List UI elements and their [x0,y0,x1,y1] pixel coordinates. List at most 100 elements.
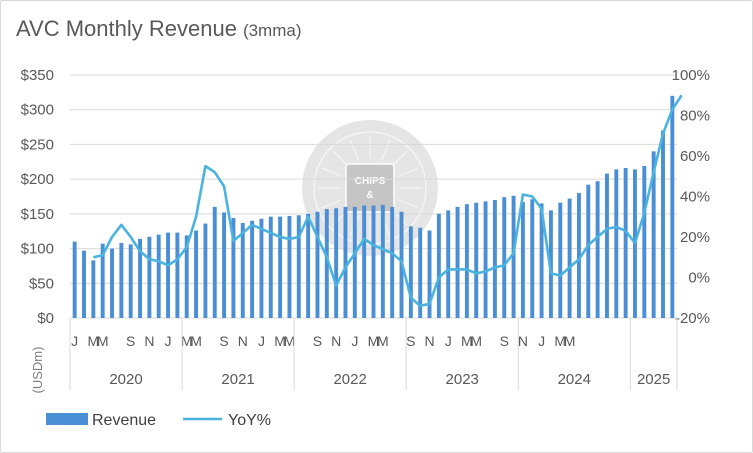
y2-tick-label: 60% [680,148,710,165]
y2-tick-label: 20% [680,229,710,246]
month-tick-label: M [470,333,482,349]
month-tick-label: M [190,333,202,349]
month-tick-label: M [97,333,109,349]
revenue-bar [212,206,217,318]
revenue-bar [287,215,292,318]
month-tick-label: J [538,333,545,349]
month-tick-label: S [500,333,509,349]
revenue-bar [147,236,152,318]
revenue-bar [82,250,86,318]
revenue-bar [586,184,591,318]
revenue-bar [222,212,227,318]
month-tick-label: N [518,333,528,349]
revenue-bar [138,238,142,318]
year-label: 2023 [446,371,479,388]
revenue-bar [651,151,656,318]
revenue-bar [511,195,516,318]
y-tick-label: $50 [29,275,54,292]
y-tick-label: $150 [21,206,54,223]
revenue-bar [464,204,469,318]
y-tick-label: $0 [37,310,54,327]
y-tick-label: $100 [21,241,54,258]
watermark-text-2: & [366,190,373,201]
month-tick-label: S [406,333,415,349]
axes: $0 $50 $100 $150 $200 $250 $300 $350 -20% 0% 20% 40… [21,67,710,393]
revenue-bar [371,205,376,318]
revenue-bar [324,209,329,318]
revenue-bar [492,199,497,318]
revenue-bar [661,130,665,318]
revenue-bar [184,235,189,318]
y2-tick-label: 0% [688,270,710,287]
month-tick-label: J [445,333,452,349]
revenue-bar [455,206,460,318]
month-tick-label: J [71,333,78,349]
revenue-bar [520,202,525,318]
revenue-bar [502,197,507,318]
revenue-bar [362,205,367,318]
revenue-bar [548,210,553,318]
month-tick-label: M [554,333,566,349]
chart-subtitle: (3mma) [242,21,302,40]
revenue-bar [166,232,171,318]
y-tick-label: $250 [21,136,54,153]
revenue-bar [380,204,385,318]
month-tick-label: M [368,333,380,349]
year-label: 2025 [637,371,670,388]
chart-title: AVC Monthly Revenue (3mma) [16,16,302,42]
y2-tick-label: 80% [680,108,710,125]
revenue-bar [642,165,647,318]
revenue-bar [408,226,413,318]
revenue-bar [446,210,451,318]
year-label: 2020 [109,371,142,388]
month-tick-label: N [331,333,341,349]
revenue-bar [567,198,572,318]
year-label: 2022 [333,371,366,388]
revenue-bar [315,211,320,318]
revenue-bar [231,218,236,318]
month-tick-label: J [165,333,172,349]
month-tick-label: M [88,333,100,349]
month-tick-label: M [461,333,473,349]
legend-revenue-label: Revenue [92,412,156,429]
revenue-bar [128,244,133,318]
month-tick-label: M [274,333,286,349]
revenue-bar [530,199,535,318]
month-tick-label: S [313,333,322,349]
revenue-bar [670,95,675,318]
revenue-bar [418,227,423,318]
revenue-bar [334,208,339,318]
revenue-bar [595,181,600,318]
y-tick-label: $300 [21,102,54,119]
revenue-bar [623,168,628,318]
revenue-bar [352,206,357,318]
revenue-bar [110,248,114,318]
revenue-bar [539,203,544,318]
y2-tick-label: 40% [680,189,710,206]
revenue-bar [614,169,619,318]
watermark-trace [380,139,391,161]
watermark-trace [397,198,419,209]
revenue-bar [436,213,441,318]
y2-tick-label: 100% [672,67,710,84]
month-tick-label: N [424,333,434,349]
watermark-trace [397,167,419,178]
watermark-trace [349,139,360,161]
chart-title-main: AVC Monthly Revenue [16,16,237,41]
revenue-bar [119,243,124,318]
legend-revenue-swatch [46,413,88,425]
revenue-bar [278,216,283,318]
legend-yoy-label: YoY% [228,412,271,429]
revenue-bar [91,260,96,318]
revenue-bar [296,215,301,318]
y-tick-label: $350 [21,67,54,84]
revenue-bar [194,230,199,318]
y-tick-label: $200 [21,171,54,188]
revenue-bar [576,193,581,318]
month-tick-label: M [284,333,296,349]
year-label: 2021 [221,371,254,388]
revenue-bar [175,232,180,318]
month-tick-label: N [238,333,248,349]
revenue-bar [558,202,563,318]
